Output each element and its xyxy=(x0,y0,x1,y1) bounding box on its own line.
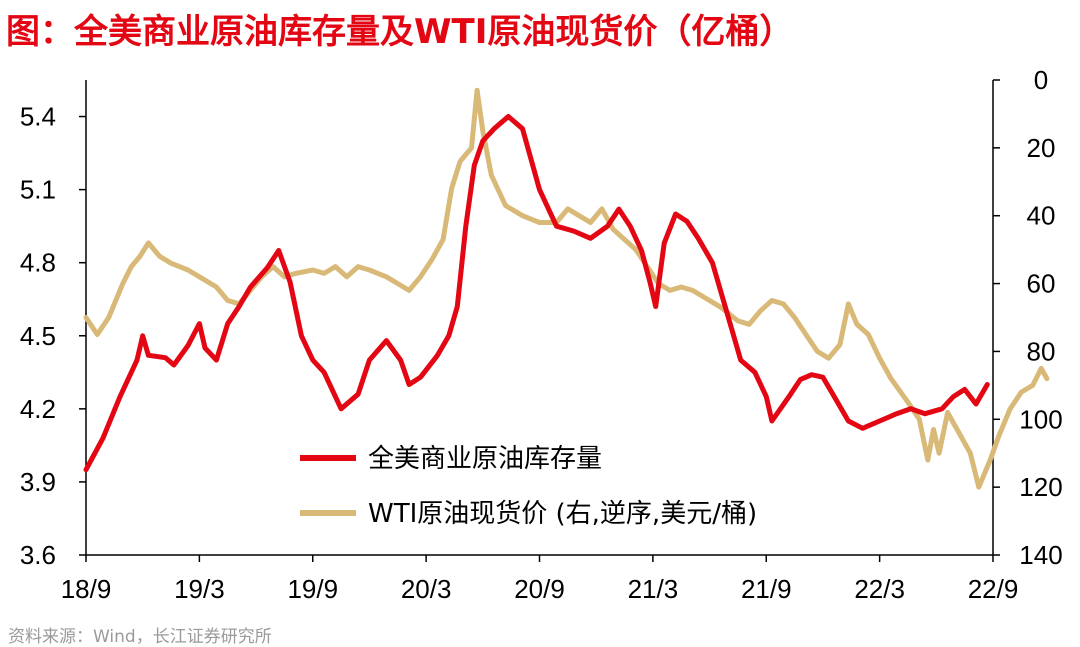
x-tick-label: 19/9 xyxy=(287,574,338,604)
right-y-tick-label: 120 xyxy=(1019,472,1062,502)
legend-label-inventory: 全美商业原油库存量 xyxy=(368,444,602,474)
chart-title: 图：全美商业原油库存量及WTI原油现货价（亿桶） xyxy=(6,12,794,52)
axes xyxy=(85,80,994,556)
x-tick-label: 18/9 xyxy=(61,574,112,604)
right-y-tick-label: 100 xyxy=(1019,404,1062,434)
left-y-tick-label: 4.2 xyxy=(20,394,56,424)
left-y-tick-label: 5.1 xyxy=(20,175,56,205)
x-tick-label: 22/9 xyxy=(968,574,1019,604)
right-y-tick-label: 40 xyxy=(1027,201,1056,231)
left-y-tick-label: 3.9 xyxy=(20,467,56,497)
series-layer xyxy=(83,87,1050,490)
inventory-series-line xyxy=(83,114,990,473)
tick-marks xyxy=(79,79,1000,562)
right-y-tick-label: 60 xyxy=(1027,269,1056,299)
x-tick-label: 20/3 xyxy=(401,574,452,604)
x-tick-label: 21/3 xyxy=(628,574,679,604)
source-note: 资料来源：Wind，长江证券研究所 xyxy=(8,627,272,647)
tick-labels: 18/9 19/3 19/9 20/3 20/9 21/3 21/9 22/3 22/9 3.6 3… xyxy=(20,65,1063,604)
x-tick-label: 22/3 xyxy=(854,574,905,604)
left-y-tick-label: 4.5 xyxy=(20,321,56,351)
right-y-tick-label: 80 xyxy=(1027,336,1056,366)
right-y-tick-label: 140 xyxy=(1019,540,1062,570)
x-tick-label: 21/9 xyxy=(741,574,792,604)
wti-series-line xyxy=(83,87,1050,490)
right-y-tick-label: 20 xyxy=(1027,133,1056,163)
left-y-tick-label: 4.8 xyxy=(20,248,56,278)
right-y-tick-label: 0 xyxy=(1034,65,1048,95)
legend: 全美商业原油库存量 WTI原油现货价 (右,逆序,美元/桶) xyxy=(300,444,757,529)
legend-label-wti: WTI原油现货价 (右,逆序,美元/桶) xyxy=(368,499,757,529)
left-y-tick-label: 3.6 xyxy=(20,540,56,570)
left-y-tick-label: 5.4 xyxy=(20,102,56,132)
x-tick-label: 20/9 xyxy=(514,574,565,604)
x-tick-label: 19/3 xyxy=(174,574,225,604)
